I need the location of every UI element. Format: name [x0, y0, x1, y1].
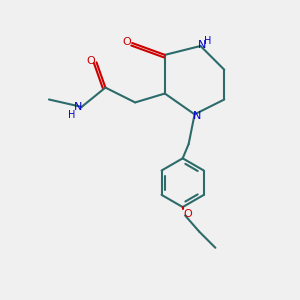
- Text: N: N: [194, 111, 202, 121]
- Text: O: O: [122, 37, 131, 46]
- Text: O: O: [184, 208, 192, 219]
- Text: N: N: [198, 40, 206, 50]
- Text: H: H: [68, 110, 75, 120]
- Text: N: N: [74, 102, 82, 112]
- Text: H: H: [204, 36, 211, 46]
- Text: O: O: [87, 56, 95, 66]
